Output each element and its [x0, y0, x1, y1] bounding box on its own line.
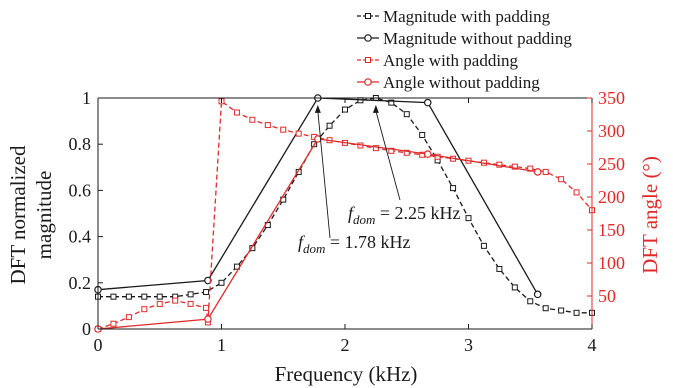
series-point-2 [511, 163, 518, 170]
x-tick-label: 2 [341, 335, 350, 355]
y-tick-label-left: 0.2 [69, 273, 92, 293]
series-point-2 [542, 168, 549, 175]
series-point-0 [403, 111, 410, 118]
series-point-2 [172, 297, 179, 304]
series-point-2 [295, 130, 302, 137]
annotation-label: fdom = 2.25 kHz [348, 203, 461, 227]
annotation-arrowhead [372, 104, 379, 113]
series-point-1 [533, 290, 542, 299]
x-axis-label: Frequency (kHz) [275, 362, 418, 386]
series-point-2 [403, 149, 410, 156]
annotation-arrow-line [375, 110, 401, 201]
series-point-0 [342, 106, 348, 113]
y-tick-label-right: 50 [598, 286, 616, 306]
series-point-0 [110, 293, 117, 300]
y-tick-label-left: 0.8 [69, 134, 92, 154]
series-point-0 [388, 99, 395, 106]
series-point-3 [204, 315, 212, 323]
legend-label-1: Magnitude without padding [383, 29, 572, 48]
series-point-3 [533, 168, 542, 176]
series-point-0 [496, 265, 503, 272]
series-point-2 [573, 189, 580, 196]
y-tick-label-right: 200 [598, 187, 625, 207]
series-point-2 [264, 122, 271, 129]
legend-label-2: Angle with padding [383, 51, 519, 70]
annotation-arrow-line [317, 110, 331, 239]
legend-label-0: Magnitude with padding [383, 7, 551, 26]
series-point-2 [203, 304, 210, 311]
series-point-0 [141, 293, 148, 300]
series-point-1 [423, 98, 432, 107]
annotation-subscript: dom [353, 212, 375, 227]
annotation-subscript: dom [303, 241, 325, 256]
y-tick-label-right: 250 [598, 154, 625, 174]
series-point-0 [480, 242, 487, 249]
x-tick-label: 4 [588, 335, 597, 355]
y-tick-label-left: 0.6 [69, 180, 92, 200]
series-point-0 [542, 305, 549, 312]
series-point-0 [203, 289, 210, 296]
series-point-0 [187, 291, 194, 298]
y-tick-label-left: 0 [82, 319, 91, 339]
y-tick-label-left: 0.4 [69, 227, 92, 247]
series-point-0 [419, 131, 426, 138]
series-point-2 [125, 314, 132, 321]
series-point-2 [372, 145, 379, 152]
series-point-0 [156, 293, 163, 300]
x-tick-label: 0 [94, 335, 103, 355]
series-point-2 [141, 306, 148, 313]
y-tick-label-right: 350 [598, 88, 625, 108]
y-axis-label-left-line-2: magnitude [32, 171, 56, 260]
series-point-3 [423, 150, 432, 158]
series-point-2 [249, 116, 256, 123]
y-tick-label-right: 300 [598, 121, 625, 141]
series-point-3 [314, 135, 322, 143]
series-point-0 [125, 293, 132, 300]
legend-marker-0 [365, 13, 371, 19]
series-point-2 [110, 320, 117, 327]
series-point-0 [511, 284, 518, 291]
y-axis-label-left-line-1: DFT normalized [6, 145, 30, 285]
plot-area [94, 94, 595, 333]
series-point-2 [388, 147, 395, 154]
series-point-0 [450, 185, 457, 192]
series-point-2 [558, 176, 565, 183]
series-point-0 [558, 307, 565, 314]
series-point-2 [156, 300, 163, 307]
series-point-0 [573, 309, 580, 316]
annotation-symbol: f [348, 203, 356, 223]
series-point-2 [233, 109, 240, 116]
legend-marker-3 [364, 78, 372, 86]
legend-marker-1 [364, 34, 372, 42]
annotation-arrowhead [314, 104, 321, 113]
series-point-0 [218, 279, 225, 286]
annotation-symbol: f [298, 232, 306, 252]
legend-label-3: Angle without padding [383, 73, 540, 92]
y-axis-label-right: DFT angle (°) [638, 156, 662, 274]
x-tick-label: 1 [217, 335, 226, 355]
series-point-2 [187, 300, 194, 307]
annotation-value: = 1.78 kHz [325, 232, 410, 252]
series-point-2 [280, 126, 287, 133]
y-tick-label-right: 150 [598, 220, 625, 240]
annotation-value: = 2.25 kHz [375, 203, 460, 223]
series-point-0 [465, 215, 472, 222]
series-point-0 [326, 122, 333, 129]
series-point-0 [527, 298, 534, 305]
y-tick-label-right: 100 [598, 253, 625, 273]
x-tick-label: 3 [464, 335, 473, 355]
legend: Magnitude with padding Magnitude without … [357, 7, 572, 92]
y-tick-label-left: 1 [82, 88, 91, 108]
annotation-label: fdom = 1.78 kHz [298, 232, 411, 256]
legend-marker-2 [365, 57, 371, 63]
